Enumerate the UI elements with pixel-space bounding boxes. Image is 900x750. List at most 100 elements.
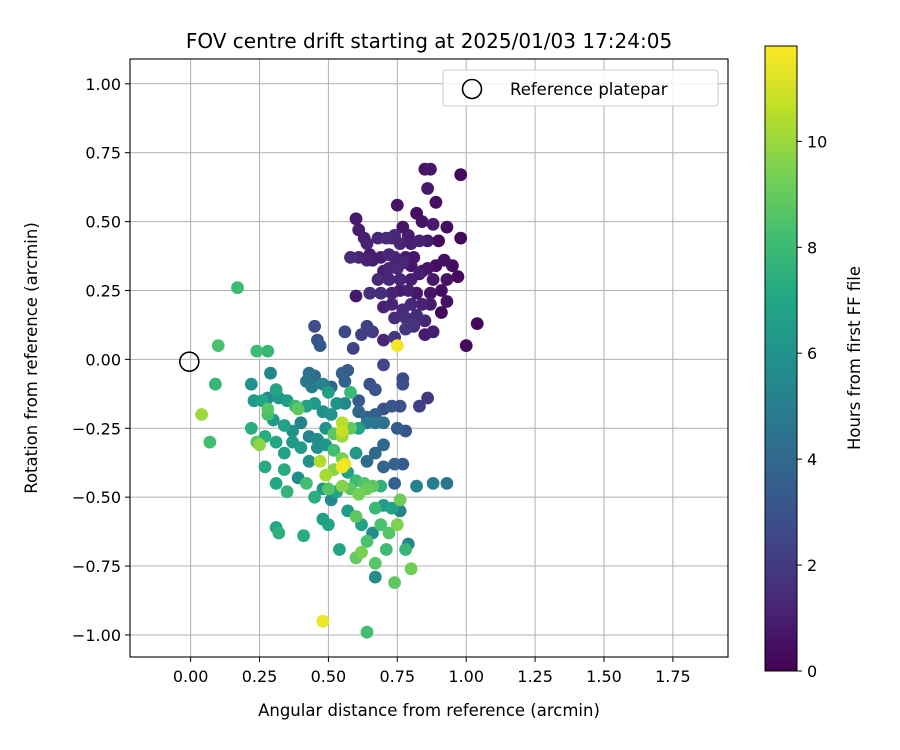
data-point: [426, 273, 440, 286]
data-point: [377, 358, 390, 372]
legend: Reference platepar: [442, 69, 719, 107]
data-point: [349, 446, 363, 460]
data-point: [349, 510, 363, 523]
data-point: [429, 195, 443, 209]
data-point: [360, 237, 374, 251]
data-point: [280, 485, 294, 499]
data-point: [261, 344, 275, 358]
data-point: [379, 231, 393, 245]
data-point: [316, 614, 330, 628]
colorbar-tick-label: 4: [807, 450, 817, 469]
data-point: [308, 490, 321, 504]
data-point: [319, 468, 333, 482]
data-point: [313, 339, 327, 352]
data-point: [390, 518, 404, 532]
data-point: [377, 438, 390, 452]
data-point: [390, 421, 404, 435]
data-point: [459, 339, 473, 352]
data-point: [421, 391, 434, 405]
data-point: [360, 534, 374, 548]
data-point: [385, 501, 399, 515]
data-point: [277, 446, 291, 460]
data-point: [368, 501, 382, 515]
y-tick-label: 0.75: [85, 144, 121, 163]
data-point: [470, 317, 484, 330]
data-point: [404, 562, 418, 576]
data-point: [368, 556, 382, 570]
data-point: [308, 319, 321, 333]
data-point: [426, 477, 440, 490]
data-point: [352, 488, 366, 501]
data-point: [291, 402, 305, 416]
data-point: [396, 377, 410, 391]
data-point: [454, 231, 468, 245]
legend-box: [442, 69, 719, 107]
data-point: [250, 344, 264, 358]
data-point: [401, 284, 415, 297]
y-tick-label: −0.25: [72, 419, 121, 438]
data-point: [385, 399, 399, 413]
data-point: [415, 297, 429, 311]
x-tick-label: 1.50: [586, 667, 622, 686]
data-point: [382, 273, 396, 286]
data-point: [399, 543, 412, 556]
data-point: [426, 325, 440, 339]
data-point: [322, 482, 335, 496]
colorbar-tick-label: 6: [807, 344, 817, 363]
data-point: [352, 405, 366, 419]
data-point: [264, 366, 277, 380]
data-point: [360, 319, 374, 333]
data-point: [388, 311, 401, 325]
x-axis-label: Angular distance from reference (arcmin): [258, 701, 600, 720]
data-point: [377, 333, 390, 347]
data-point: [277, 463, 291, 476]
data-point: [440, 273, 454, 286]
data-point: [363, 286, 377, 300]
data-point: [297, 529, 310, 543]
chart-title: FOV centre drift starting at 2025/01/03 …: [186, 29, 672, 53]
colorbar-tick-label: 0: [807, 662, 817, 681]
data-point: [305, 380, 319, 394]
data-point: [244, 377, 258, 391]
data-point: [294, 416, 308, 430]
data-point: [382, 248, 396, 262]
data-point: [388, 457, 401, 471]
x-tick-label: 1.25: [517, 667, 553, 686]
data-point: [421, 182, 434, 195]
x-tick-label: 1.75: [655, 667, 691, 686]
reference-platepar-marker: [179, 351, 200, 373]
data-point: [261, 402, 275, 416]
data-point: [440, 295, 454, 308]
data-point: [437, 253, 451, 267]
data-point: [390, 262, 404, 275]
data-point: [352, 394, 366, 408]
data-point: [346, 342, 360, 355]
x-tick-label: 0.00: [173, 667, 209, 686]
data-point: [269, 477, 283, 490]
data-point: [424, 286, 437, 300]
data-point: [424, 162, 437, 176]
x-tick-label: 0.75: [379, 667, 415, 686]
data-point: [390, 198, 404, 212]
y-tick-label: 0.00: [85, 350, 121, 369]
data-point: [377, 460, 390, 474]
data-point: [269, 435, 283, 449]
data-point: [327, 443, 341, 457]
data-point: [244, 421, 258, 435]
data-point: [374, 518, 388, 532]
y-tick-label: −1.00: [72, 626, 121, 645]
colorbar: 0 2 4 6 8 10 Hours from first FF file: [764, 45, 864, 681]
data-point: [338, 375, 352, 388]
y-tick-label: 0.25: [85, 281, 121, 300]
colorbar-tick-label: 2: [807, 556, 817, 575]
y-tick-label: 1.00: [85, 75, 121, 94]
x-tick-label: 0.50: [311, 667, 347, 686]
data-point: [440, 220, 454, 234]
data-point: [435, 284, 448, 297]
data-point: [344, 386, 357, 399]
data-point: [385, 286, 399, 300]
data-point: [379, 543, 393, 556]
colorbar-ticks: 0 2 4 6 8 10: [797, 132, 827, 681]
data-point: [330, 397, 344, 410]
